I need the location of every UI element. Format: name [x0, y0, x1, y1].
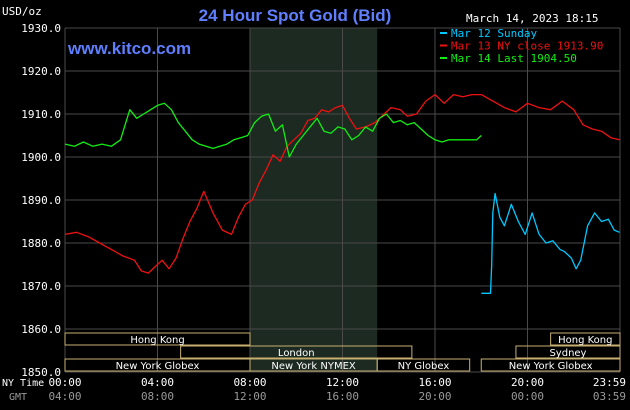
legend-entry: Mar 13 NY close 1913.90	[451, 40, 603, 53]
x-tick-label-ny: 16:00	[418, 376, 451, 389]
session-box	[515, 345, 621, 359]
series-line-3	[64, 102, 482, 158]
legend-entry: Mar 12 Sunday	[451, 27, 537, 40]
y-axis-label: USD/oz	[2, 5, 42, 18]
session-box	[480, 358, 621, 372]
y-tick-label: 1890.0	[21, 194, 61, 207]
x-tick-label-gmt: 04:00	[48, 390, 81, 403]
y-tick-label: 1880.0	[21, 237, 61, 250]
session-label: New York Globex	[509, 361, 593, 372]
x-tick-label-gmt: 12:00	[233, 390, 266, 403]
x-tick-label-ny: 00:00	[48, 376, 81, 389]
x-tick-label-gmt: 16:00	[326, 390, 359, 403]
y-tick-label: 1910.0	[21, 108, 61, 121]
session-box	[180, 345, 413, 359]
y-tick-label: 1850.0	[21, 366, 61, 379]
x-axis: 00:0004:0004:0008:0008:0012:0012:0016:00…	[48, 376, 626, 403]
x-tick-label-gmt: 08:00	[141, 390, 174, 403]
x-tick-label-gmt: 20:00	[418, 390, 451, 403]
session-box	[550, 332, 621, 346]
ny-time-label: NY Time	[2, 378, 44, 389]
chart-title: 24 Hour Spot Gold (Bid)	[199, 6, 392, 25]
series-line-1	[481, 192, 620, 294]
session-label: Hong Kong	[130, 335, 184, 346]
session-label: Sydney	[549, 348, 586, 359]
y-tick-label: 1920.0	[21, 65, 61, 78]
timestamp: March 14, 2023 18:15	[466, 12, 598, 25]
session-label: New York NYMEX	[271, 361, 356, 372]
x-tick-label-ny: 04:00	[141, 376, 174, 389]
session-label: London	[278, 348, 315, 359]
session-bars: Hong Kong London New York Globex New York N…	[64, 332, 621, 372]
y-tick-label: 1930.0	[21, 22, 61, 35]
x-tick-label-ny: 08:00	[233, 376, 266, 389]
session-box	[64, 332, 251, 346]
website-watermark: www.kitco.com	[67, 39, 191, 58]
grid	[64, 27, 621, 373]
x-tick-label-gmt: 00:00	[511, 390, 544, 403]
y-tick-label: 1870.0	[21, 280, 61, 293]
session-box	[376, 358, 471, 372]
x-tick-label-gmt: 03:59	[593, 390, 626, 403]
series-group	[64, 93, 620, 294]
series-line-2	[64, 93, 620, 274]
y-tick-label: 1900.0	[21, 151, 61, 164]
y-tick-label: 1860.0	[21, 323, 61, 336]
session-label: New York Globex	[116, 361, 200, 372]
x-tick-label-ny: 23:59	[593, 376, 626, 389]
gmt-label: GMT	[9, 392, 27, 403]
session-label: NY Globex	[398, 361, 450, 372]
session-label: Hong Kong	[558, 335, 612, 346]
x-tick-label-ny: 12:00	[326, 376, 359, 389]
y-axis: 1930.0 1920.0 1910.0 1900.0 1890.0 1880.0 1870…	[21, 22, 61, 379]
legend-entry: Mar 14 Last 1904.50	[451, 52, 577, 65]
x-tick-label-ny: 20:00	[511, 376, 544, 389]
